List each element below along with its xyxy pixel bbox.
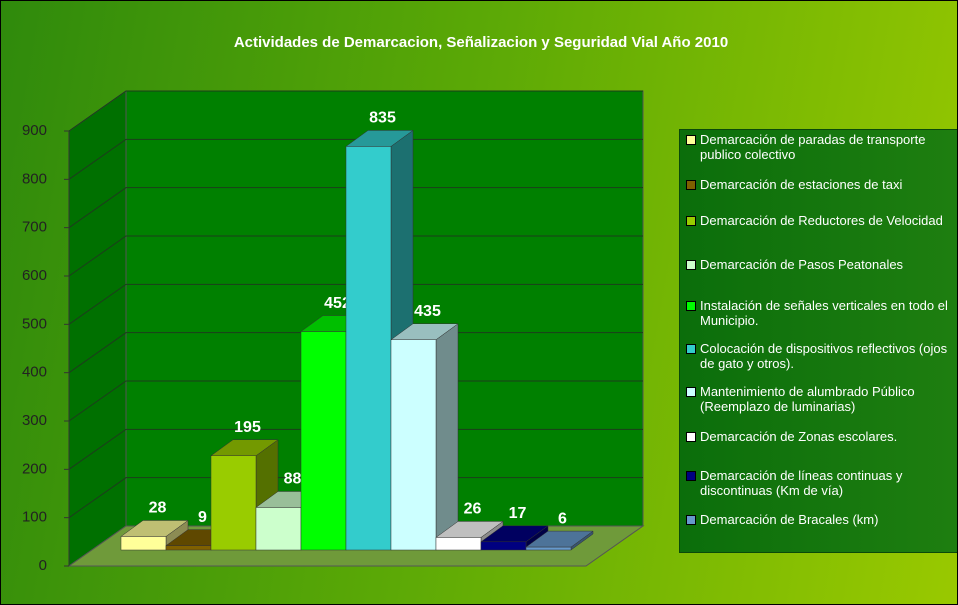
- legend-label: Demarcación de líneas continuas y discon…: [700, 468, 903, 498]
- bar-front: [390, 339, 437, 551]
- legend-label: Demarcación de paradas de transporte pub…: [700, 132, 926, 162]
- grid-line: [68, 428, 643, 470]
- legend-item: Demarcación de estaciones de taxi: [686, 177, 957, 192]
- legend-item: Demarcación de paradas de transporte pub…: [686, 132, 957, 162]
- data-label: 88: [284, 471, 302, 488]
- bar-front: [345, 146, 392, 551]
- y-tick-label: 100: [22, 509, 47, 526]
- legend-item: Demarcación de Bracales (km): [686, 512, 957, 527]
- grid-line: [68, 235, 643, 277]
- bar: [525, 530, 594, 551]
- legend-swatch: [686, 216, 696, 226]
- grid-line: [68, 332, 643, 374]
- y-tick-label: 0: [39, 557, 47, 574]
- legend-item: Colocación de dispositivos reflectivos (…: [686, 341, 957, 371]
- y-tick-label: 300: [22, 412, 47, 429]
- data-label: 435: [414, 303, 441, 320]
- legend-item: Demarcación de líneas continuas y discon…: [686, 468, 957, 498]
- side-wall: [68, 90, 127, 567]
- bar-side: [435, 323, 459, 551]
- grid-line: [68, 187, 643, 229]
- bar-front: [435, 537, 482, 551]
- bar-front: [480, 541, 527, 551]
- y-tick-label: 200: [22, 460, 47, 477]
- grid-line: [68, 283, 643, 325]
- grid-line: [68, 90, 643, 132]
- legend-label: Mantenimiento de alumbrado Público (Reem…: [700, 384, 915, 414]
- y-tick-label: 900: [22, 122, 47, 139]
- legend-swatch: [686, 387, 696, 397]
- y-tick-label: 800: [22, 170, 47, 187]
- bar: [210, 439, 279, 551]
- y-tick-label: 400: [22, 364, 47, 381]
- bar-front: [165, 545, 212, 551]
- grid-line: [68, 380, 643, 422]
- data-label: 195: [234, 419, 261, 436]
- legend-swatch: [686, 432, 696, 442]
- data-label: 835: [369, 110, 396, 127]
- legend-label: Instalación de señales verticales en tod…: [700, 298, 948, 328]
- y-tick-label: 600: [22, 267, 47, 284]
- legend-item: Demarcación de Pasos Peatonales: [686, 257, 957, 272]
- bar: [480, 525, 549, 551]
- legend-label: Demarcación de Reductores de Velocidad: [700, 213, 943, 228]
- legend: Demarcación de paradas de transporte pub…: [679, 129, 957, 553]
- legend-item: Demarcación de Zonas escolares.: [686, 429, 957, 444]
- bar-front: [525, 546, 572, 551]
- legend-swatch: [686, 344, 696, 354]
- data-label: 452: [324, 295, 351, 312]
- legend-item: Mantenimiento de alumbrado Público (Reem…: [686, 384, 957, 414]
- grid-line: [68, 477, 643, 519]
- y-tick-label: 500: [22, 315, 47, 332]
- legend-swatch: [686, 180, 696, 190]
- legend-swatch: [686, 301, 696, 311]
- legend-swatch: [686, 260, 696, 270]
- grid-line: [68, 138, 643, 180]
- data-label: 28: [149, 500, 167, 517]
- legend-swatch: [686, 471, 696, 481]
- data-label: 26: [464, 501, 482, 518]
- legend-item: Instalación de señales verticales en tod…: [686, 298, 957, 328]
- bar-front: [300, 331, 347, 551]
- legend-item: Demarcación de Reductores de Velocidad: [686, 213, 957, 228]
- data-label: 6: [558, 510, 567, 527]
- legend-label: Demarcación de Zonas escolares.: [700, 429, 898, 444]
- bar-front: [255, 507, 302, 551]
- legend-swatch: [686, 135, 696, 145]
- data-label: 17: [509, 505, 527, 522]
- bar-front: [210, 455, 257, 551]
- legend-label: Colocación de dispositivos reflectivos (…: [700, 341, 948, 371]
- legend-label: Demarcación de estaciones de taxi: [700, 177, 903, 192]
- chart-title: Actividades de Demarcacion, Señalizacion…: [234, 34, 728, 51]
- bar-front: [120, 536, 167, 551]
- legend-swatch: [686, 515, 696, 525]
- y-tick-label: 700: [22, 219, 47, 236]
- legend-label: Demarcación de Bracales (km): [700, 512, 879, 527]
- data-label: 9: [198, 509, 207, 526]
- bar: [390, 323, 459, 551]
- legend-label: Demarcación de Pasos Peatonales: [700, 257, 904, 272]
